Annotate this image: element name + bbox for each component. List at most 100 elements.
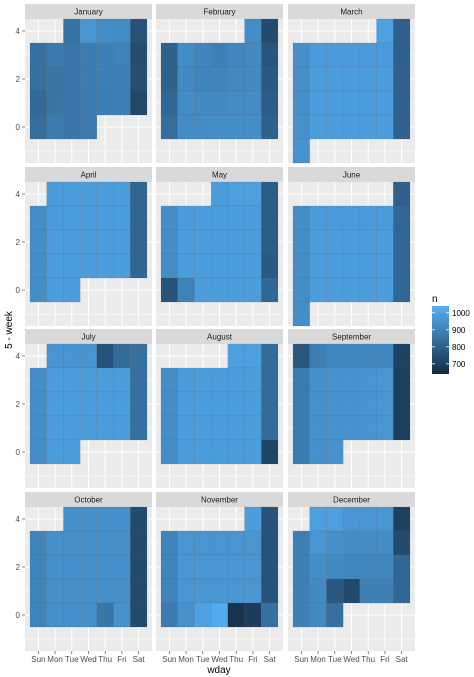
legend-tick-label: 1000 bbox=[452, 309, 470, 318]
heatmap-tile bbox=[194, 578, 212, 604]
heatmap-tile bbox=[326, 391, 344, 417]
heatmap-tile bbox=[160, 66, 178, 92]
heatmap-tile bbox=[376, 343, 394, 369]
heatmap-tile bbox=[96, 415, 114, 441]
facet-strip bbox=[156, 492, 283, 507]
heatmap-tile bbox=[96, 205, 114, 231]
heatmap-tile bbox=[79, 578, 98, 604]
heatmap-tile bbox=[376, 253, 394, 279]
heatmap-tile bbox=[96, 66, 114, 92]
heatmap-tile bbox=[29, 602, 47, 628]
heatmap-tile bbox=[194, 391, 212, 417]
x-tick-label: Thu bbox=[229, 655, 243, 664]
heatmap-tile bbox=[177, 277, 195, 303]
heatmap-tile bbox=[359, 42, 377, 68]
heatmap-tile bbox=[79, 530, 98, 556]
heatmap-tile bbox=[63, 42, 81, 68]
heatmap-tile bbox=[261, 391, 279, 417]
heatmap-tile bbox=[292, 530, 310, 556]
heatmap-tile bbox=[376, 415, 394, 441]
facet-strip-label: April bbox=[80, 171, 96, 180]
heatmap-tile bbox=[309, 90, 327, 116]
heatmap-tile bbox=[63, 90, 81, 116]
heatmap-tile bbox=[96, 90, 114, 116]
heatmap-tile bbox=[46, 391, 64, 417]
heatmap-tile bbox=[309, 602, 327, 628]
heatmap-tile bbox=[177, 554, 195, 580]
x-tick-label: Sat bbox=[264, 655, 277, 664]
heatmap-tile bbox=[46, 229, 64, 255]
heatmap-tile bbox=[359, 205, 377, 231]
heatmap-tile bbox=[46, 554, 64, 580]
facet-strip-label: September bbox=[332, 333, 371, 342]
heatmap-tile bbox=[244, 42, 262, 68]
heatmap-tile bbox=[326, 90, 344, 116]
heatmap-tile bbox=[261, 205, 279, 231]
heatmap-tile bbox=[194, 253, 212, 279]
heatmap-tile bbox=[130, 530, 148, 556]
heatmap-tile bbox=[244, 253, 262, 279]
heatmap-tile bbox=[160, 205, 178, 231]
heatmap-tile bbox=[194, 602, 212, 628]
heatmap-tile bbox=[261, 415, 279, 441]
heatmap-tile bbox=[46, 277, 64, 303]
heatmap-tile bbox=[194, 530, 212, 556]
heatmap-tile bbox=[227, 415, 245, 441]
heatmap-tile bbox=[210, 42, 229, 68]
heatmap-tile bbox=[79, 66, 98, 92]
heatmap-tile bbox=[79, 181, 98, 207]
facet-august: August bbox=[156, 329, 283, 488]
heatmap-tile bbox=[393, 66, 411, 92]
heatmap-tile bbox=[29, 391, 47, 417]
heatmap-tile bbox=[177, 229, 195, 255]
heatmap-tile bbox=[29, 554, 47, 580]
heatmap-tile bbox=[63, 18, 81, 44]
heatmap-tile bbox=[194, 90, 212, 116]
heatmap-tile bbox=[393, 42, 411, 68]
heatmap-tile bbox=[359, 506, 377, 532]
heatmap-tile bbox=[393, 391, 411, 417]
heatmap-tile bbox=[63, 439, 81, 465]
heatmap-tile bbox=[210, 602, 229, 628]
facet-april: April 0 2 4 bbox=[16, 167, 152, 326]
x-tick-label: Mon bbox=[178, 655, 194, 664]
heatmap-tile bbox=[130, 554, 148, 580]
heatmap-tile bbox=[227, 90, 245, 116]
heatmap-tile bbox=[113, 343, 131, 369]
x-tick-label: Wed bbox=[80, 655, 96, 664]
heatmap-tile bbox=[79, 343, 98, 369]
facet-strip-label: November bbox=[201, 496, 238, 505]
heatmap-tile bbox=[326, 42, 344, 68]
heatmap-tile bbox=[261, 277, 279, 303]
facet-strip bbox=[156, 167, 283, 182]
heatmap-tile bbox=[29, 277, 47, 303]
heatmap-tile bbox=[210, 415, 229, 441]
facet-strip bbox=[288, 167, 415, 182]
heatmap-tile bbox=[342, 391, 361, 417]
heatmap-tile bbox=[292, 554, 310, 580]
x-tick-label: Wed bbox=[343, 655, 359, 664]
x-tick-label: Fri bbox=[248, 655, 258, 664]
heatmap-tile bbox=[113, 181, 131, 207]
heatmap-tile bbox=[292, 229, 310, 255]
heatmap-tile bbox=[309, 277, 327, 303]
facet-strip bbox=[156, 4, 283, 19]
heatmap-tile bbox=[309, 42, 327, 68]
heatmap-tile bbox=[326, 415, 344, 441]
heatmap-tile bbox=[194, 114, 212, 140]
x-tick-label: Thu bbox=[98, 655, 112, 664]
heatmap-tile bbox=[113, 578, 131, 604]
heatmap-tile bbox=[113, 90, 131, 116]
heatmap-tile bbox=[29, 253, 47, 279]
heatmap-tile bbox=[261, 18, 279, 44]
heatmap-tile bbox=[96, 506, 114, 532]
x-tick-label: Sun bbox=[31, 655, 45, 664]
legend-tick-label: 900 bbox=[452, 326, 466, 335]
heatmap-tile bbox=[326, 554, 344, 580]
y-tick-label: 4 bbox=[16, 515, 21, 524]
heatmap-tile bbox=[63, 277, 81, 303]
heatmap-tile bbox=[63, 114, 81, 140]
heatmap-tile bbox=[177, 578, 195, 604]
heatmap-tile bbox=[261, 506, 279, 532]
heatmap-tile bbox=[63, 530, 81, 556]
